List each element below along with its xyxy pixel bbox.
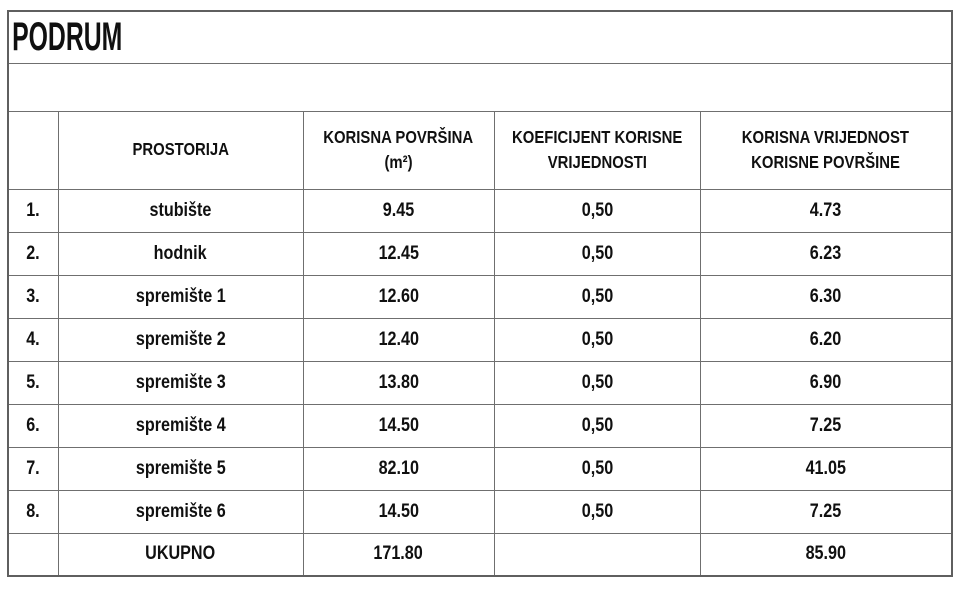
header-coefficient-line2: VRIJEDNOSTI xyxy=(547,152,647,172)
spacer-cell xyxy=(7,62,953,112)
cell-value: 6.30 xyxy=(699,274,953,319)
cell-row-number: 2. xyxy=(7,231,59,276)
table-row: 5. spremište 3 13.80 0,50 6.90 xyxy=(7,360,953,405)
cell-row-number: 5. xyxy=(7,360,59,405)
title-row: PODRUM xyxy=(7,10,953,64)
cell-room-name: spremište 2 xyxy=(57,317,304,362)
table-row: 7. spremište 5 82.10 0,50 41.05 xyxy=(7,446,953,491)
cell-row-number: 3. xyxy=(7,274,59,319)
header-room: PROSTORIJA xyxy=(57,110,304,190)
cell-coefficient: 0,50 xyxy=(493,360,701,405)
cell-area: 13.80 xyxy=(302,360,495,405)
header-area-line2: (m²) xyxy=(384,152,413,172)
cell-value: 6.90 xyxy=(699,360,953,405)
cell-coefficient: 0,50 xyxy=(493,188,701,233)
cell-row-number: 1. xyxy=(7,188,59,233)
total-value: 85.90 xyxy=(699,532,953,577)
cell-room-name: spremište 6 xyxy=(57,489,304,534)
total-label: UKUPNO xyxy=(57,532,304,577)
cell-row-number: 6. xyxy=(7,403,59,448)
total-area: 171.80 xyxy=(302,532,495,577)
title-cell: PODRUM xyxy=(7,10,953,64)
header-coefficient: KOEFICIJENT KORISNE VRIJEDNOSTI xyxy=(493,110,701,190)
cell-room-name: stubište xyxy=(57,188,304,233)
total-row-number xyxy=(7,532,59,577)
cell-area: 12.40 xyxy=(302,317,495,362)
cell-room-name: spremište 4 xyxy=(57,403,304,448)
cell-value: 41.05 xyxy=(699,446,953,491)
total-row: UKUPNO 171.80 85.90 xyxy=(7,532,953,577)
table-row: 6. spremište 4 14.50 0,50 7.25 xyxy=(7,403,953,448)
cell-room-name: spremište 3 xyxy=(57,360,304,405)
cell-area: 82.10 xyxy=(302,446,495,491)
cell-coefficient: 0,50 xyxy=(493,274,701,319)
cell-value: 4.73 xyxy=(699,188,953,233)
cell-coefficient: 0,50 xyxy=(493,317,701,362)
cell-value: 7.25 xyxy=(699,403,953,448)
cell-coefficient: 0,50 xyxy=(493,231,701,276)
cell-value: 6.23 xyxy=(699,231,953,276)
cell-value: 6.20 xyxy=(699,317,953,362)
cell-room-name: spremište 1 xyxy=(57,274,304,319)
header-value-line2: KORISNE POVRŠINE xyxy=(751,152,901,172)
podrum-area-table: PODRUM PROSTORIJA KORISNA POVRŠINA (m²) … xyxy=(7,10,954,577)
header-value-line1: KORISNA VRIJEDNOST xyxy=(742,126,910,147)
table-row: 3. spremište 1 12.60 0,50 6.30 xyxy=(7,274,953,319)
cell-coefficient: 0,50 xyxy=(493,403,701,448)
cell-room-name: spremište 5 xyxy=(57,446,304,491)
cell-coefficient: 0,50 xyxy=(493,446,701,491)
total-coefficient xyxy=(493,532,701,577)
header-area: KORISNA POVRŠINA (m²) xyxy=(302,110,495,190)
cell-row-number: 7. xyxy=(7,446,59,491)
cell-area: 12.45 xyxy=(302,231,495,276)
page-title: PODRUM xyxy=(12,15,123,60)
spacer-row xyxy=(7,62,953,112)
header-area-line1: KORISNA POVRŠINA xyxy=(323,126,474,147)
cell-row-number: 8. xyxy=(7,489,59,534)
cell-area: 12.60 xyxy=(302,274,495,319)
cell-coefficient: 0,50 xyxy=(493,489,701,534)
table-row: 2. hodnik 12.45 0,50 6.23 xyxy=(7,231,953,276)
cell-area: 14.50 xyxy=(302,489,495,534)
cell-value: 7.25 xyxy=(699,489,953,534)
header-value: KORISNA VRIJEDNOST KORISNE POVRŠINE xyxy=(699,110,953,190)
cell-room-name: hodnik xyxy=(57,231,304,276)
header-number xyxy=(7,110,59,190)
header-coefficient-line1: KOEFICIJENT KORISNE xyxy=(511,126,683,147)
table-row: 8. spremište 6 14.50 0,50 7.25 xyxy=(7,489,953,534)
cell-area: 14.50 xyxy=(302,403,495,448)
table-row: 4. spremište 2 12.40 0,50 6.20 xyxy=(7,317,953,362)
cell-row-number: 4. xyxy=(7,317,59,362)
table-row: 1. stubište 9.45 0,50 4.73 xyxy=(7,188,953,233)
header-row: PROSTORIJA KORISNA POVRŠINA (m²) KOEFICI… xyxy=(7,110,953,190)
cell-area: 9.45 xyxy=(302,188,495,233)
header-room-label: PROSTORIJA xyxy=(132,139,229,160)
